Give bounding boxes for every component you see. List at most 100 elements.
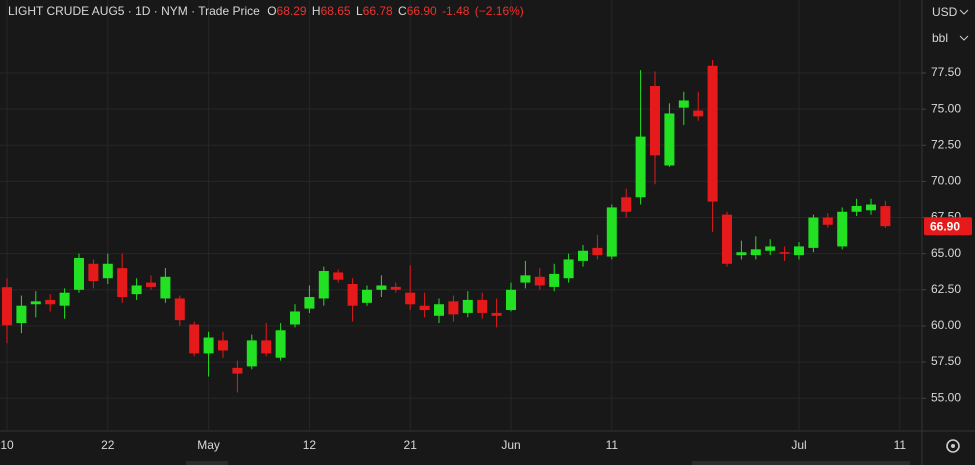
candle-body [232, 367, 243, 374]
y-tick-label: 60.00 [931, 318, 961, 332]
candle-body [635, 136, 646, 198]
candle-body [102, 263, 113, 279]
candle-body [779, 252, 790, 254]
candle-body [117, 268, 128, 298]
candle-body [405, 292, 416, 305]
candle-body [549, 273, 560, 287]
gear-icon [946, 439, 960, 453]
l-value: 66.78 [363, 4, 393, 18]
price-tag-bg [924, 217, 972, 236]
candle-body [434, 304, 444, 316]
candle-body [765, 246, 776, 251]
candle-body [59, 292, 70, 306]
candle-body [74, 258, 84, 290]
currency: USD [932, 5, 958, 19]
candle-body [347, 284, 358, 306]
candle-body [736, 252, 747, 256]
button-bg [926, 28, 973, 50]
x-tick-label: Jun [501, 438, 520, 452]
button-bg [926, 2, 973, 24]
header: LIGHT CRUDE AUG5 · 1D · NYM · Trade Pric… [8, 4, 524, 18]
candle-body [203, 337, 214, 354]
candle-body [146, 282, 156, 287]
candle-body [506, 289, 516, 311]
axes: 55.0057.5060.0062.5065.0067.5070.0072.50… [0, 65, 972, 452]
candle-body [189, 324, 200, 354]
candle-body [794, 246, 804, 256]
symbol: LIGHT CRUDE AUG5 · 1D · NYM · Trade Pric… [8, 4, 260, 18]
candle-body [880, 206, 891, 227]
candle-body [837, 211, 848, 247]
currency-button[interactable]: USD [926, 2, 973, 24]
candle-body [376, 285, 387, 290]
h-value: 68.65 [321, 4, 351, 18]
candle-body [822, 217, 833, 225]
scroll-hint [692, 461, 910, 465]
candle-body [174, 298, 185, 321]
candle-body [462, 299, 473, 313]
y-tick-label: 70.00 [931, 174, 961, 188]
candle-body [678, 100, 689, 108]
y-tick-label: 75.00 [931, 101, 961, 115]
candle-body [246, 340, 257, 367]
candle-body [45, 299, 56, 305]
candle-body [160, 276, 171, 299]
unit: bbl [932, 31, 948, 45]
y-tick-label: 57.50 [931, 354, 961, 368]
o-value: 68.29 [277, 4, 307, 18]
candle-body [866, 204, 876, 211]
h-label: H [312, 4, 321, 18]
x-tick-label: 10 [0, 438, 14, 452]
unit-button[interactable]: bbl [926, 28, 973, 50]
candle-body [722, 214, 732, 264]
y-tick-label: 77.50 [931, 65, 961, 79]
x-tick-label: 11 [894, 438, 907, 452]
candle-body [88, 263, 99, 282]
gear-hub [951, 444, 955, 448]
candle-body [592, 247, 603, 256]
x-tick-label: 21 [404, 438, 418, 452]
price-tag: 66.90 [930, 219, 960, 233]
candle-body [578, 250, 588, 261]
candle-body [606, 207, 617, 257]
candle-body [333, 272, 344, 280]
x-tick-label: 12 [303, 438, 317, 452]
candle-body [318, 271, 329, 299]
candle-body [419, 305, 430, 311]
grid [0, 0, 922, 430]
candle-body [707, 65, 718, 202]
candle-body [693, 110, 704, 117]
c-value: 66.90 [407, 4, 437, 18]
candle-body [750, 249, 761, 256]
candles [2, 59, 891, 393]
candle-body [2, 287, 12, 326]
candle-body [491, 312, 502, 316]
candle-body [16, 305, 27, 324]
candle-body [650, 86, 660, 156]
candle-body [477, 299, 488, 313]
chevron [959, 35, 969, 41]
settings-button[interactable] [946, 439, 960, 453]
y-tick-label: 65.00 [931, 246, 961, 260]
candle-body [851, 205, 862, 212]
candle-body [448, 301, 459, 315]
l-label: L [356, 4, 363, 18]
x-tick-label: 22 [101, 438, 115, 452]
candle-body [808, 217, 819, 248]
candle-body [290, 311, 300, 325]
candle-body [304, 297, 315, 309]
candle-body [563, 259, 574, 279]
scroll-hint [186, 461, 228, 465]
candle-body [664, 113, 675, 166]
candle-body [390, 286, 401, 290]
candle-body [30, 301, 41, 305]
c-label: C [398, 4, 407, 18]
change: -1.48 [442, 4, 470, 18]
candle-body [362, 289, 372, 303]
o-label: O [267, 4, 276, 18]
x-tick-label: May [197, 438, 220, 452]
x-tick-label: Jul [791, 438, 806, 452]
candle-body [275, 330, 286, 358]
